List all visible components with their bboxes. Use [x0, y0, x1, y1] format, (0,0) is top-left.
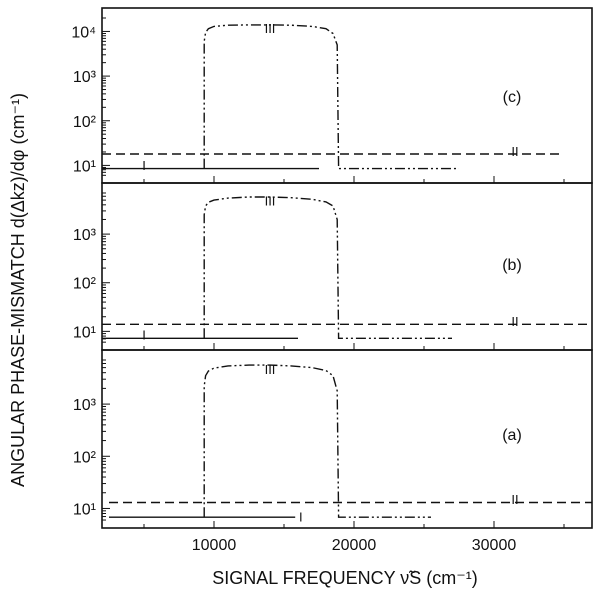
- x-tick-label: 10000: [192, 537, 237, 554]
- y-tick-label: 10²: [73, 114, 97, 131]
- curve-label-iii: III: [265, 194, 276, 209]
- series-iii-line: [203, 24, 459, 170]
- y-tick-label: 10³: [73, 397, 97, 414]
- y-tick-label: 10²: [73, 276, 97, 293]
- y-tick-label: 10²: [73, 449, 97, 466]
- curve-label-iii: III: [265, 362, 276, 377]
- y-tick-label: 10¹: [73, 324, 96, 341]
- curve-label-ii: II: [511, 314, 518, 329]
- x-tick-label: 30000: [472, 537, 517, 554]
- panel-label: (a): [502, 427, 522, 444]
- panel-label: (c): [503, 89, 522, 106]
- curve-label-iii: III: [265, 21, 276, 36]
- y-axis-title: ANGULAR PHASE-MISMATCH d(Δkz)/dφ (cm⁻¹): [8, 93, 28, 487]
- series-iii-line: [203, 364, 431, 518]
- curve-label-i: I: [142, 158, 146, 173]
- curve-label-ii: II: [511, 144, 518, 159]
- y-tick-label: 10³: [73, 227, 97, 244]
- x-tick-label: 20000: [332, 537, 377, 554]
- panel-frame: [101, 349, 593, 529]
- curve-label-ii: II: [511, 492, 518, 507]
- x-axis-title: SIGNAL FREQUENCY ν̃S (cm⁻¹): [212, 568, 478, 588]
- y-tick-label: 10¹: [73, 501, 96, 518]
- curve-label-i: I: [299, 510, 303, 525]
- y-tick-label: 10⁴: [71, 24, 96, 41]
- series-iii-line: [203, 196, 452, 339]
- y-tick-label: 10¹: [73, 158, 96, 175]
- curve-label-i: I: [142, 327, 146, 342]
- y-tick-label: 10³: [73, 69, 97, 86]
- panel-label: (b): [502, 257, 522, 274]
